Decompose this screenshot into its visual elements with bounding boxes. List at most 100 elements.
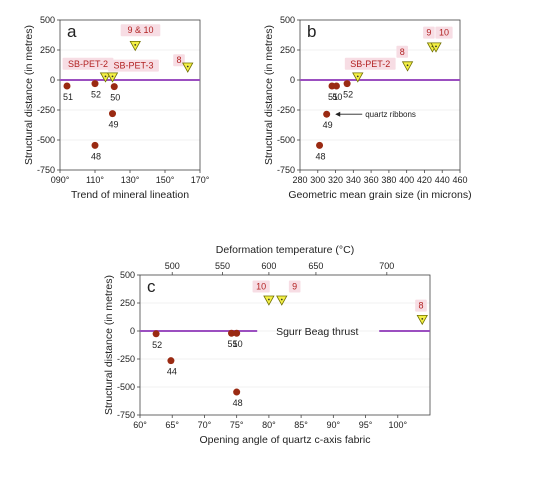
x-tick-label: 340 [346, 175, 361, 185]
sample-label: 9 [292, 282, 297, 292]
point-label: 48 [91, 151, 101, 161]
label-box [173, 54, 185, 67]
sample-label: SB-PET-3 [113, 61, 153, 71]
triangle-point [430, 42, 442, 53]
x-tick-label: 95° [359, 420, 373, 430]
x-tick-label: 380 [381, 175, 396, 185]
y-tick-label: -500 [37, 135, 55, 145]
circle-point [110, 83, 118, 91]
x-tick-label: 460 [452, 175, 467, 185]
label-box [344, 57, 396, 70]
top-tick-label: 700 [379, 261, 394, 271]
x-tick-label: 360 [364, 175, 379, 185]
y-tick-label: -500 [277, 135, 295, 145]
label-box [288, 280, 301, 293]
top-tick-label: 600 [261, 261, 276, 271]
y-tick-label: 500 [280, 15, 295, 25]
x-tick-label: 100° [388, 420, 407, 430]
triangle-point [129, 41, 141, 52]
label-box [435, 26, 453, 39]
x-tick-label: 75° [230, 420, 244, 430]
circle-point [109, 110, 116, 118]
panel-c: 60° 65° 70° 75° 80° 85° 90° 95° 100° 500 250 0 -250 -… [103, 244, 431, 446]
circle-point [323, 110, 331, 118]
annotation-arrow-head [335, 111, 341, 117]
plot-frame [299, 19, 461, 171]
triangle-point [416, 314, 428, 326]
plot-frame [59, 19, 201, 171]
circle-point [167, 357, 175, 365]
annotation-text: quartz ribbons [365, 110, 416, 119]
y-axis-label: Structural distance (in metres) [23, 25, 35, 165]
y-tick-label: 250 [120, 298, 135, 308]
y-axis-label: Structural distance (in metres) [263, 25, 275, 165]
triangle-dot [421, 317, 424, 320]
x-tick-label: 400 [399, 175, 414, 185]
x-tick-label: 90° [327, 420, 341, 430]
triangle-dot [134, 44, 137, 46]
x-tick-label: 65° [165, 420, 179, 430]
point-label: 50 [110, 93, 120, 103]
circle-point [91, 141, 99, 149]
x-tick-label: 110° [86, 175, 104, 185]
label-box [423, 26, 435, 39]
y-tick-label: 500 [40, 15, 55, 25]
sample-label: 10 [439, 28, 449, 38]
x-tick-label: 150° [156, 175, 175, 185]
point-label: 51 [63, 92, 73, 102]
point-label: 50 [233, 339, 243, 349]
triangle-dot [435, 45, 437, 48]
triangle-dot [186, 65, 189, 68]
y-tick-label: -250 [117, 354, 135, 364]
point-label: 51 [328, 92, 338, 102]
panel-b: 280 300 320 340 360 380 400 420 440 460 500 250 0 -25… [263, 15, 472, 201]
panel-letter: a [67, 22, 77, 41]
triangle-dot [104, 75, 107, 78]
circle-point [228, 329, 236, 337]
x-axis-label: Geometric mean grain size (in microns) [288, 189, 471, 201]
x-tick-label: 090° [51, 175, 70, 185]
sample-label: 9 [426, 28, 431, 38]
x-tick-label: 85° [294, 420, 308, 430]
x-axis-label: Opening angle of quartz c-axis fabric [199, 434, 370, 446]
triangle-point [263, 295, 275, 306]
point-label: 50 [332, 92, 342, 102]
x-tick-label: 170° [191, 175, 210, 185]
x-tick-label: 280 [292, 175, 307, 185]
point-label: 52 [91, 90, 101, 100]
triangle-point [276, 295, 288, 306]
plot-frame [139, 274, 431, 416]
label-box [252, 280, 270, 293]
sample-label: SB-PET-2 [350, 59, 390, 69]
y-tick-label: 250 [280, 45, 295, 55]
point-label: 52 [152, 340, 162, 350]
y-tick-label: 500 [120, 270, 135, 280]
circle-point [233, 388, 241, 396]
y-tick-label: -250 [277, 105, 295, 115]
x-tick-label: 70° [198, 420, 212, 430]
y-tick-label: -750 [277, 165, 295, 175]
sample-label: 8 [400, 47, 405, 57]
y-tick-label: -500 [117, 382, 135, 392]
triangle-point [99, 72, 112, 83]
top-axis-label: Deformation temperature (°C) [216, 244, 354, 256]
triangle-point [106, 72, 119, 83]
y-tick-label: -250 [37, 105, 55, 115]
point-label: 44 [167, 367, 177, 377]
circle-point [316, 141, 324, 149]
y-tick-label: 250 [40, 45, 55, 55]
point-label: 51 [228, 339, 238, 349]
circle-point [233, 329, 241, 337]
thrust-label: Sgurr Beag thrust [276, 326, 358, 338]
triangle-dot [111, 75, 114, 78]
x-tick-label: 80° [262, 420, 276, 430]
triangle-point [182, 62, 194, 73]
sample-label: 8 [418, 301, 423, 311]
circle-point [91, 80, 99, 88]
triangle-point [401, 61, 414, 72]
y-tick-label: 0 [50, 75, 55, 85]
triangle-dot [406, 64, 409, 67]
triangle-dot [280, 298, 283, 301]
point-label: 48 [316, 151, 326, 161]
